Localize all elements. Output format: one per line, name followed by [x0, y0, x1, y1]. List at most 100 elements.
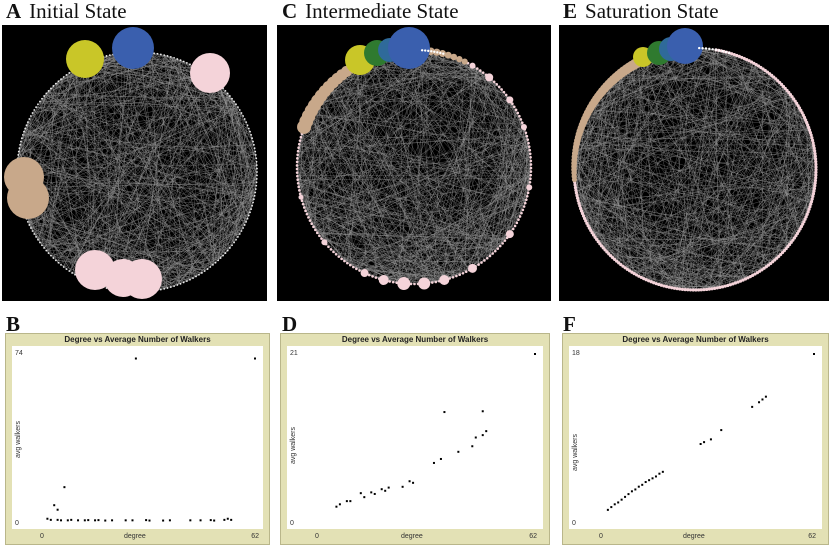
- edge: [318, 99, 421, 284]
- data-point: [634, 488, 637, 491]
- edge: [297, 66, 474, 176]
- data-point: [637, 485, 640, 488]
- y-axis-label: avg walkers: [290, 427, 297, 464]
- node: [169, 55, 172, 58]
- node: [246, 124, 249, 127]
- edge: [582, 83, 610, 214]
- edge: [322, 187, 530, 241]
- edge: [580, 207, 768, 266]
- data-point: [148, 519, 151, 522]
- plot-area: 18 0 avg walkers: [569, 346, 822, 529]
- edge: [56, 82, 185, 283]
- edge: [643, 206, 810, 279]
- edge: [623, 71, 767, 267]
- edge: [356, 65, 377, 278]
- edge: [299, 128, 304, 193]
- edge: [75, 68, 77, 276]
- edge: [576, 51, 665, 145]
- node: [481, 71, 485, 74]
- edge: [93, 99, 234, 284]
- edge: [24, 131, 218, 262]
- node: [166, 55, 169, 57]
- edge: [302, 131, 342, 260]
- edge: [640, 107, 800, 278]
- node: [814, 176, 818, 180]
- node: [450, 53, 458, 61]
- edge: [385, 174, 531, 281]
- edge: [16, 86, 53, 168]
- edge: [17, 185, 224, 256]
- node: [39, 100, 41, 103]
- edge: [573, 165, 806, 220]
- edge: [296, 68, 477, 172]
- data-point: [199, 519, 202, 522]
- node: [456, 55, 463, 63]
- edge: [725, 51, 730, 286]
- node: [675, 287, 679, 291]
- edge: [580, 55, 654, 208]
- edge: [394, 140, 529, 283]
- node: [238, 233, 241, 235]
- edge-group: [296, 49, 532, 285]
- edge: [317, 232, 509, 236]
- edge: [758, 124, 808, 272]
- node: [31, 112, 34, 114]
- plot-title: Degree vs Average Number of Walkers: [64, 335, 211, 344]
- node: [17, 150, 20, 153]
- data-point: [661, 470, 664, 473]
- edge: [152, 52, 161, 290]
- node: [427, 49, 430, 53]
- edge: [56, 82, 168, 289]
- node: [310, 222, 313, 226]
- node: [718, 49, 721, 52]
- node: [812, 189, 816, 193]
- node: [811, 141, 815, 145]
- node: [228, 247, 231, 249]
- plot-area: 74 0 avg walkers: [12, 346, 263, 529]
- data-point: [94, 519, 97, 522]
- data-point: [457, 450, 460, 453]
- edge: [149, 52, 196, 278]
- node: [308, 219, 312, 222]
- node: [797, 229, 801, 233]
- data-point: [53, 504, 56, 507]
- node: [297, 146, 300, 149]
- edge: [315, 57, 456, 231]
- node: [688, 288, 693, 292]
- edge: [577, 140, 816, 163]
- node: [252, 140, 254, 143]
- node: [254, 191, 257, 194]
- node: [590, 231, 594, 235]
- edge: [406, 77, 490, 284]
- edge: [677, 49, 715, 289]
- node: [318, 234, 321, 238]
- node: [179, 59, 182, 62]
- edge: [44, 54, 111, 249]
- node: [256, 174, 258, 177]
- node: [255, 177, 258, 180]
- node: [517, 218, 520, 221]
- node: [746, 276, 750, 280]
- edge: [311, 99, 510, 223]
- edge: [574, 66, 632, 159]
- edge: [111, 54, 257, 186]
- node: [348, 263, 352, 267]
- edge: [315, 102, 492, 255]
- edge: [631, 65, 809, 212]
- edge: [574, 183, 773, 262]
- node: [26, 220, 29, 223]
- data-point: [813, 353, 815, 355]
- node: [458, 273, 462, 276]
- edge: [17, 159, 240, 236]
- edge: [399, 210, 523, 284]
- edge: [592, 48, 680, 234]
- edge: [611, 75, 773, 82]
- edge: [308, 50, 425, 218]
- node: [297, 185, 300, 189]
- node: [529, 173, 533, 177]
- node: [343, 259, 346, 263]
- edge: [44, 95, 232, 99]
- node: [758, 269, 762, 273]
- edge: [314, 57, 455, 107]
- node: [295, 171, 299, 174]
